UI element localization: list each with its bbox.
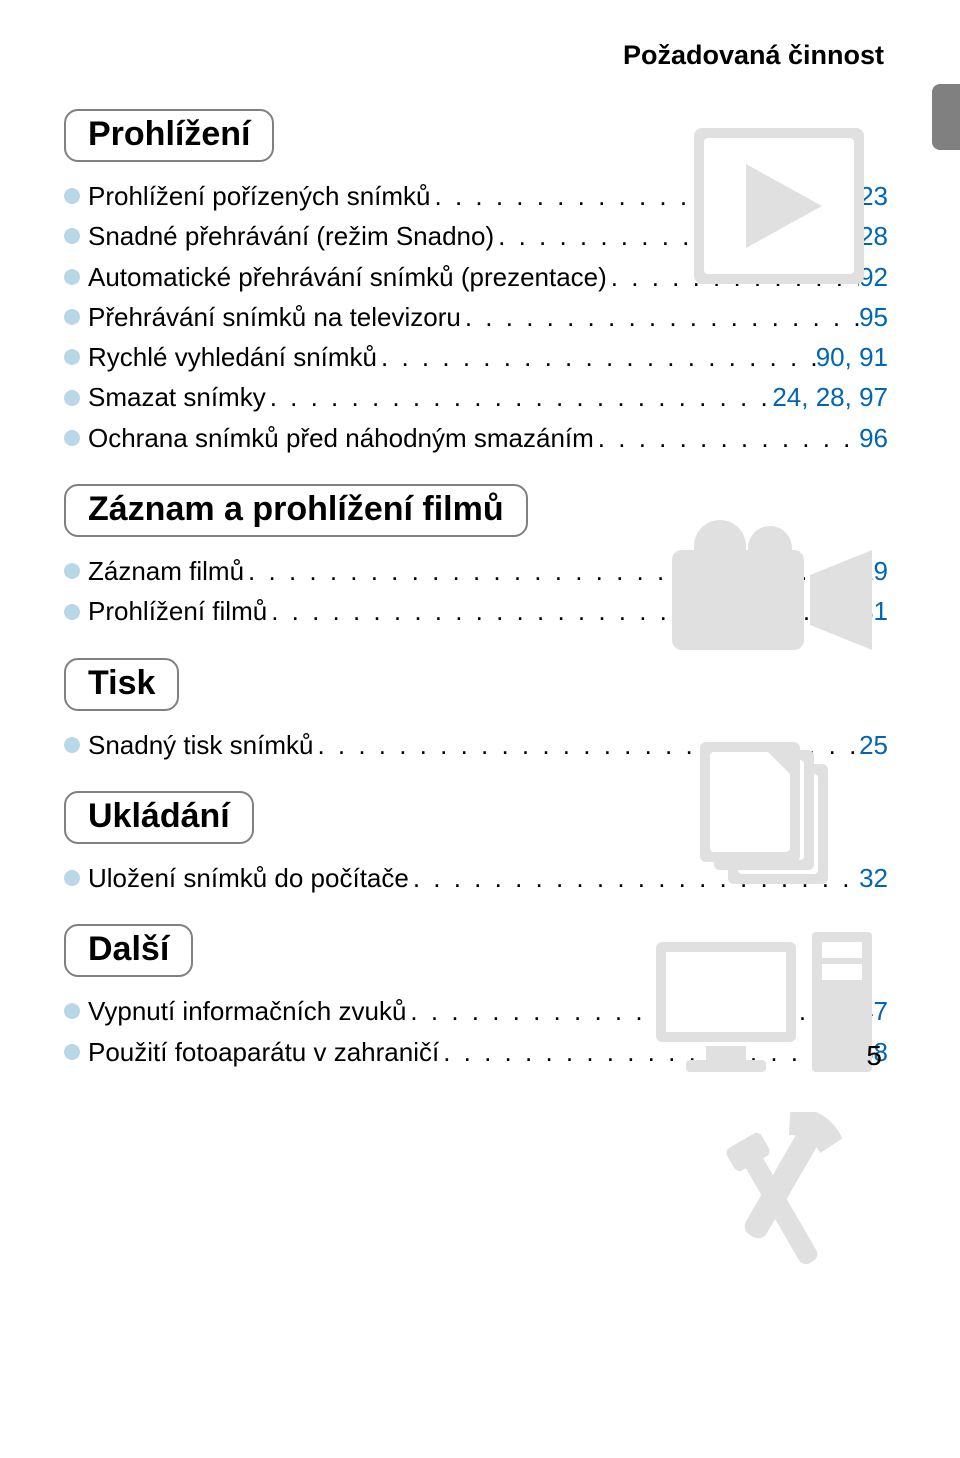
side-tab <box>932 84 960 150</box>
bullet-icon <box>64 309 80 325</box>
toc-label: Prohlížení pořízených snímků <box>88 176 431 216</box>
bullet-icon <box>64 604 80 620</box>
toc-page-link[interactable]: 96 <box>859 418 888 458</box>
toc-label: Smazat snímky <box>88 377 266 417</box>
toc-label: Rychlé vyhledání snímků <box>88 337 377 377</box>
toc-page-link[interactable]: 95 <box>859 297 888 337</box>
bullet-icon <box>64 1044 80 1060</box>
tools-icon <box>684 1112 864 1282</box>
section-heading-tisk: Tisk <box>64 658 179 711</box>
section-heading-ukladani: Ukládání <box>64 791 254 844</box>
bullet-icon <box>64 737 80 753</box>
play-icon <box>694 128 864 284</box>
toc-row: Rychlé vyhledání snímků 90, 91 <box>64 337 888 377</box>
toc-label: Vypnutí informačních zvuků <box>88 991 406 1031</box>
toc-label: Záznam filmů <box>88 551 244 591</box>
section-heading-prohlizeni: Prohlížení <box>64 109 274 162</box>
page-container: Požadovaná činnost <box>0 0 960 1112</box>
section-heading-zaznam: Záznam a prohlížení filmů <box>64 484 528 537</box>
video-camera-icon <box>672 520 872 660</box>
toc-label: Snadný tisk snímků <box>88 725 313 765</box>
toc-label: Prohlížení filmů <box>88 591 267 631</box>
toc-label: Použití fotoaparátu v zahraničí <box>88 1032 439 1072</box>
section-heading-dalsi: Další <box>64 924 193 977</box>
leader-dots <box>461 297 859 337</box>
toc-row: Přehrávání snímků na televizoru 95 <box>64 297 888 337</box>
toc-page-link[interactable]: 25 <box>859 725 888 765</box>
toc-page-link[interactable]: 24, 28, 97 <box>772 377 888 417</box>
bullet-icon <box>64 870 80 886</box>
toc-label: Uložení snímků do počítače <box>88 858 409 898</box>
leader-dots <box>377 337 816 377</box>
computer-icon <box>656 932 876 1082</box>
bullet-icon <box>64 563 80 579</box>
bullet-icon <box>64 269 80 285</box>
toc-label: Ochrana snímků před náhodným smazáním <box>88 418 594 458</box>
bullet-icon <box>64 349 80 365</box>
bullet-icon <box>64 390 80 406</box>
toc-label: Snadné přehrávání (režim Snadno) <box>88 216 494 256</box>
bullet-icon <box>64 430 80 446</box>
toc-page-link[interactable]: 32 <box>859 858 888 898</box>
bullet-icon <box>64 228 80 244</box>
page-header: Požadovaná činnost <box>64 40 888 71</box>
page-number: 5 <box>866 1040 882 1072</box>
print-icon <box>700 742 860 902</box>
leader-dots <box>266 377 773 417</box>
toc-label: Přehrávání snímků na televizoru <box>88 297 461 337</box>
leader-dots <box>594 418 859 458</box>
bullet-icon <box>64 188 80 204</box>
toc-row: Smazat snímky 24, 28, 97 <box>64 377 888 417</box>
toc-row: Ochrana snímků před náhodným smazáním 96 <box>64 418 888 458</box>
bullet-icon <box>64 1003 80 1019</box>
toc-page-link[interactable]: 90, 91 <box>816 337 888 377</box>
toc-label: Automatické přehrávání snímků (prezentac… <box>88 257 607 297</box>
